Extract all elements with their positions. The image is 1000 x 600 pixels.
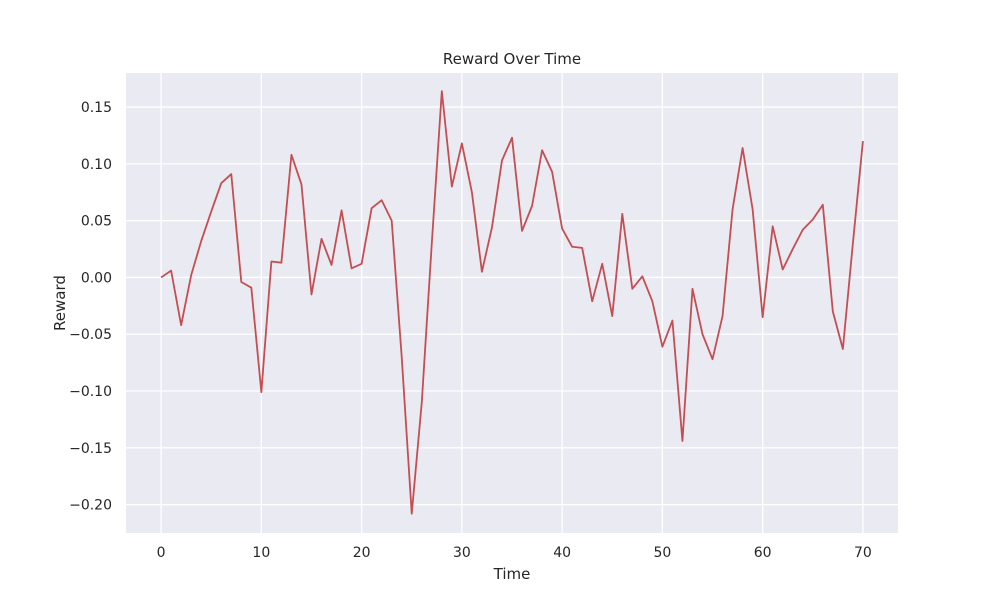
y-tick-label: 0.00: [81, 270, 112, 286]
x-tick-label: 40: [553, 545, 571, 561]
y-tick-label: 0.15: [81, 100, 112, 116]
y-tick-label: −0.15: [69, 441, 112, 457]
x-tick-label: 20: [353, 545, 371, 561]
x-tick-label: 0: [157, 545, 166, 561]
x-tick-label: 10: [252, 545, 270, 561]
x-tick-label: 30: [453, 545, 471, 561]
x-axis-label: Time: [493, 565, 531, 583]
x-tick-label: 70: [854, 545, 872, 561]
x-tick-label: 50: [653, 545, 671, 561]
x-axis-ticks: 0 10 20 30 40 50 60 70: [157, 545, 872, 561]
y-tick-label: −0.10: [69, 384, 112, 400]
y-tick-label: 0.05: [81, 214, 112, 230]
y-tick-label: −0.05: [69, 327, 112, 343]
x-tick-label: 60: [754, 545, 772, 561]
y-axis-ticks: −0.20 −0.15 −0.10 −0.05 0.00 0.05 0.10 0.15: [69, 100, 112, 514]
y-axis-label: Reward: [51, 275, 69, 331]
plot-area: [126, 73, 898, 533]
chart-title: Reward Over Time: [443, 50, 581, 68]
reward-series-line: [160, 90, 864, 515]
y-tick-label: −0.20: [69, 498, 112, 514]
y-tick-label: 0.10: [81, 157, 112, 173]
series-layer: [160, 90, 864, 515]
